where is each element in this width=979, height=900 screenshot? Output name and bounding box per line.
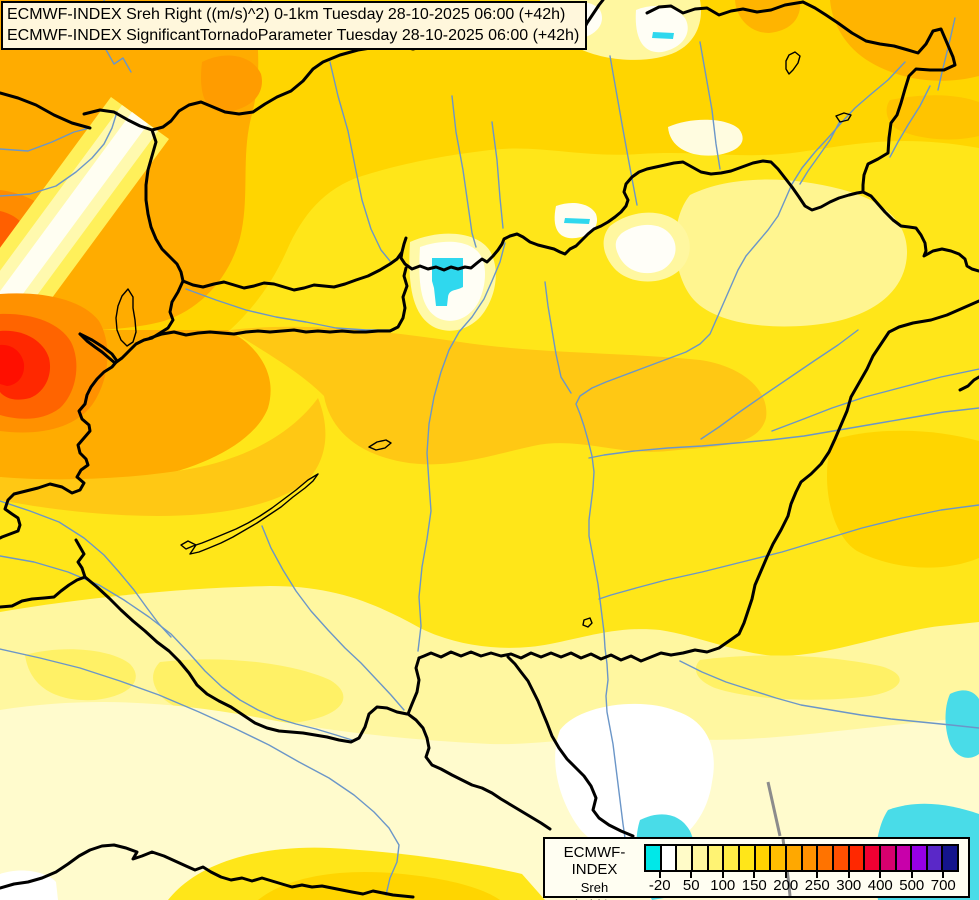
- legend-tick: [879, 872, 882, 878]
- legend-text-block: ECMWF-INDEX Sreh (m/s)^2: [545, 839, 644, 900]
- legend-color-cell: [894, 846, 911, 870]
- legend-parameter: Sreh: [580, 880, 609, 895]
- legend-colorbar: [644, 844, 959, 872]
- lake-neusiedl: [115, 288, 137, 347]
- legend-color-cell: [646, 846, 660, 870]
- legend-colorbar-wrap: -20 50 100 150 200 250 300 400 500 700: [644, 844, 959, 896]
- legend-tick: [816, 872, 819, 878]
- legend-color-cell: [722, 846, 738, 870]
- legend-tick: [910, 872, 913, 878]
- legend-color-cell: [675, 846, 691, 870]
- legend-color-cell: [706, 846, 723, 870]
- legend-tick: [942, 872, 945, 878]
- legend-title: ECMWF-INDEX: [563, 844, 626, 878]
- legend-color-cell: [753, 846, 770, 870]
- legend-tick-label: 200: [773, 877, 799, 894]
- legend-color-cell: [941, 846, 958, 870]
- legend-tick-label: -20: [648, 877, 671, 894]
- legend-tick: [658, 872, 661, 878]
- legend-color-cell: [769, 846, 785, 870]
- legend-units: (m/s)^2: [545, 897, 644, 900]
- legend-color-cell: [690, 846, 707, 870]
- legend-color-cell: [737, 846, 754, 870]
- legend-color-cell: [800, 846, 817, 870]
- lake-velence: [368, 439, 392, 451]
- legend-box: ECMWF-INDEX Sreh (m/s)^2 -20 50 100 150 200 2…: [543, 837, 970, 900]
- lakes: [115, 51, 852, 628]
- legend-tick: [847, 872, 850, 878]
- legend-tick-label: 400: [867, 877, 893, 894]
- legend-tick: [753, 872, 756, 878]
- legend-color-cell: [784, 846, 801, 870]
- legend-tick-label: 100: [710, 877, 736, 894]
- title-line-1: ECMWF-INDEX Sreh Right ((m/s)^2) 0-1km T…: [7, 6, 566, 23]
- gray-border-line: [766, 781, 782, 837]
- legend-tick-label: 500: [899, 877, 925, 894]
- legend-tick-label: 50: [682, 877, 700, 894]
- legend-color-cell: [816, 846, 832, 870]
- legend-color-cell: [659, 846, 676, 870]
- title-line-2: ECMWF-INDEX SignificantTornadoParameter …: [7, 27, 580, 44]
- legend-color-cell: [910, 846, 926, 870]
- legend-color-cell: [863, 846, 879, 870]
- legend-tick-label: 250: [804, 877, 830, 894]
- legend-tick-label: 700: [930, 877, 956, 894]
- legend-tick: [690, 872, 693, 878]
- legend-tick-label: 300: [836, 877, 862, 894]
- legend-color-cell: [847, 846, 864, 870]
- legend-tick-label: 150: [741, 877, 767, 894]
- title-box: ECMWF-INDEX Sreh Right ((m/s)^2) 0-1km T…: [1, 1, 588, 50]
- legend-color-cell: [831, 846, 848, 870]
- legend-color-cell: [925, 846, 942, 870]
- lake-balaton: [180, 473, 319, 555]
- legend-tick: [721, 872, 724, 878]
- legend-color-cell: [878, 846, 895, 870]
